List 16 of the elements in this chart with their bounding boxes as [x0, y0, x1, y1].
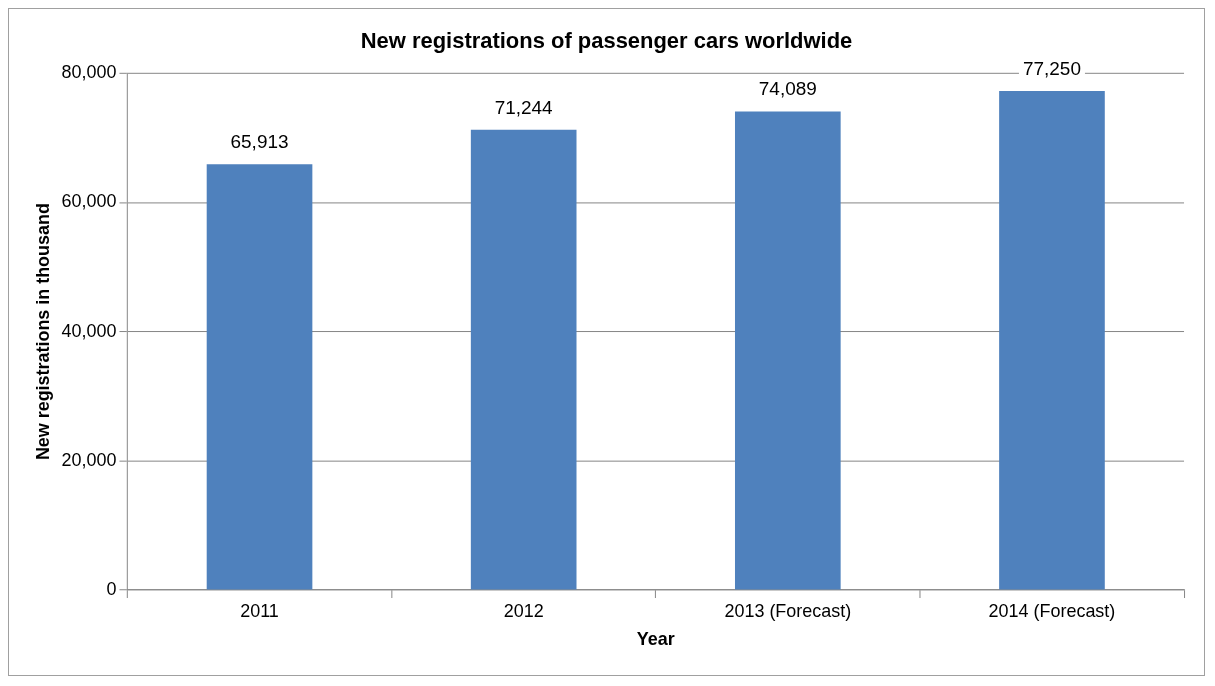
- y-tick-label: 20,000: [61, 449, 117, 470]
- data-label: 74,089: [758, 78, 817, 100]
- y-axis-title: New registrations in thousand: [32, 203, 53, 461]
- x-tick-label: 2012: [503, 600, 544, 621]
- data-label: 77,250: [1022, 57, 1081, 79]
- y-tick-label: 0: [106, 579, 117, 600]
- y-tick-label: 40,000: [61, 320, 117, 341]
- x-tick-label: 2011: [240, 600, 279, 621]
- x-axis-title: Year: [636, 629, 675, 650]
- x-tick-label: 2013 (Forecast): [724, 600, 852, 621]
- y-tick-label: 80,000: [61, 62, 117, 83]
- chart-title: New registrations of passenger cars worldwide: [360, 28, 853, 54]
- data-label: 71,244: [494, 96, 553, 118]
- x-tick-label: 2014 (Forecast): [988, 600, 1116, 621]
- data-label: 65,913: [230, 131, 289, 152]
- y-tick-label: 60,000: [61, 191, 117, 212]
